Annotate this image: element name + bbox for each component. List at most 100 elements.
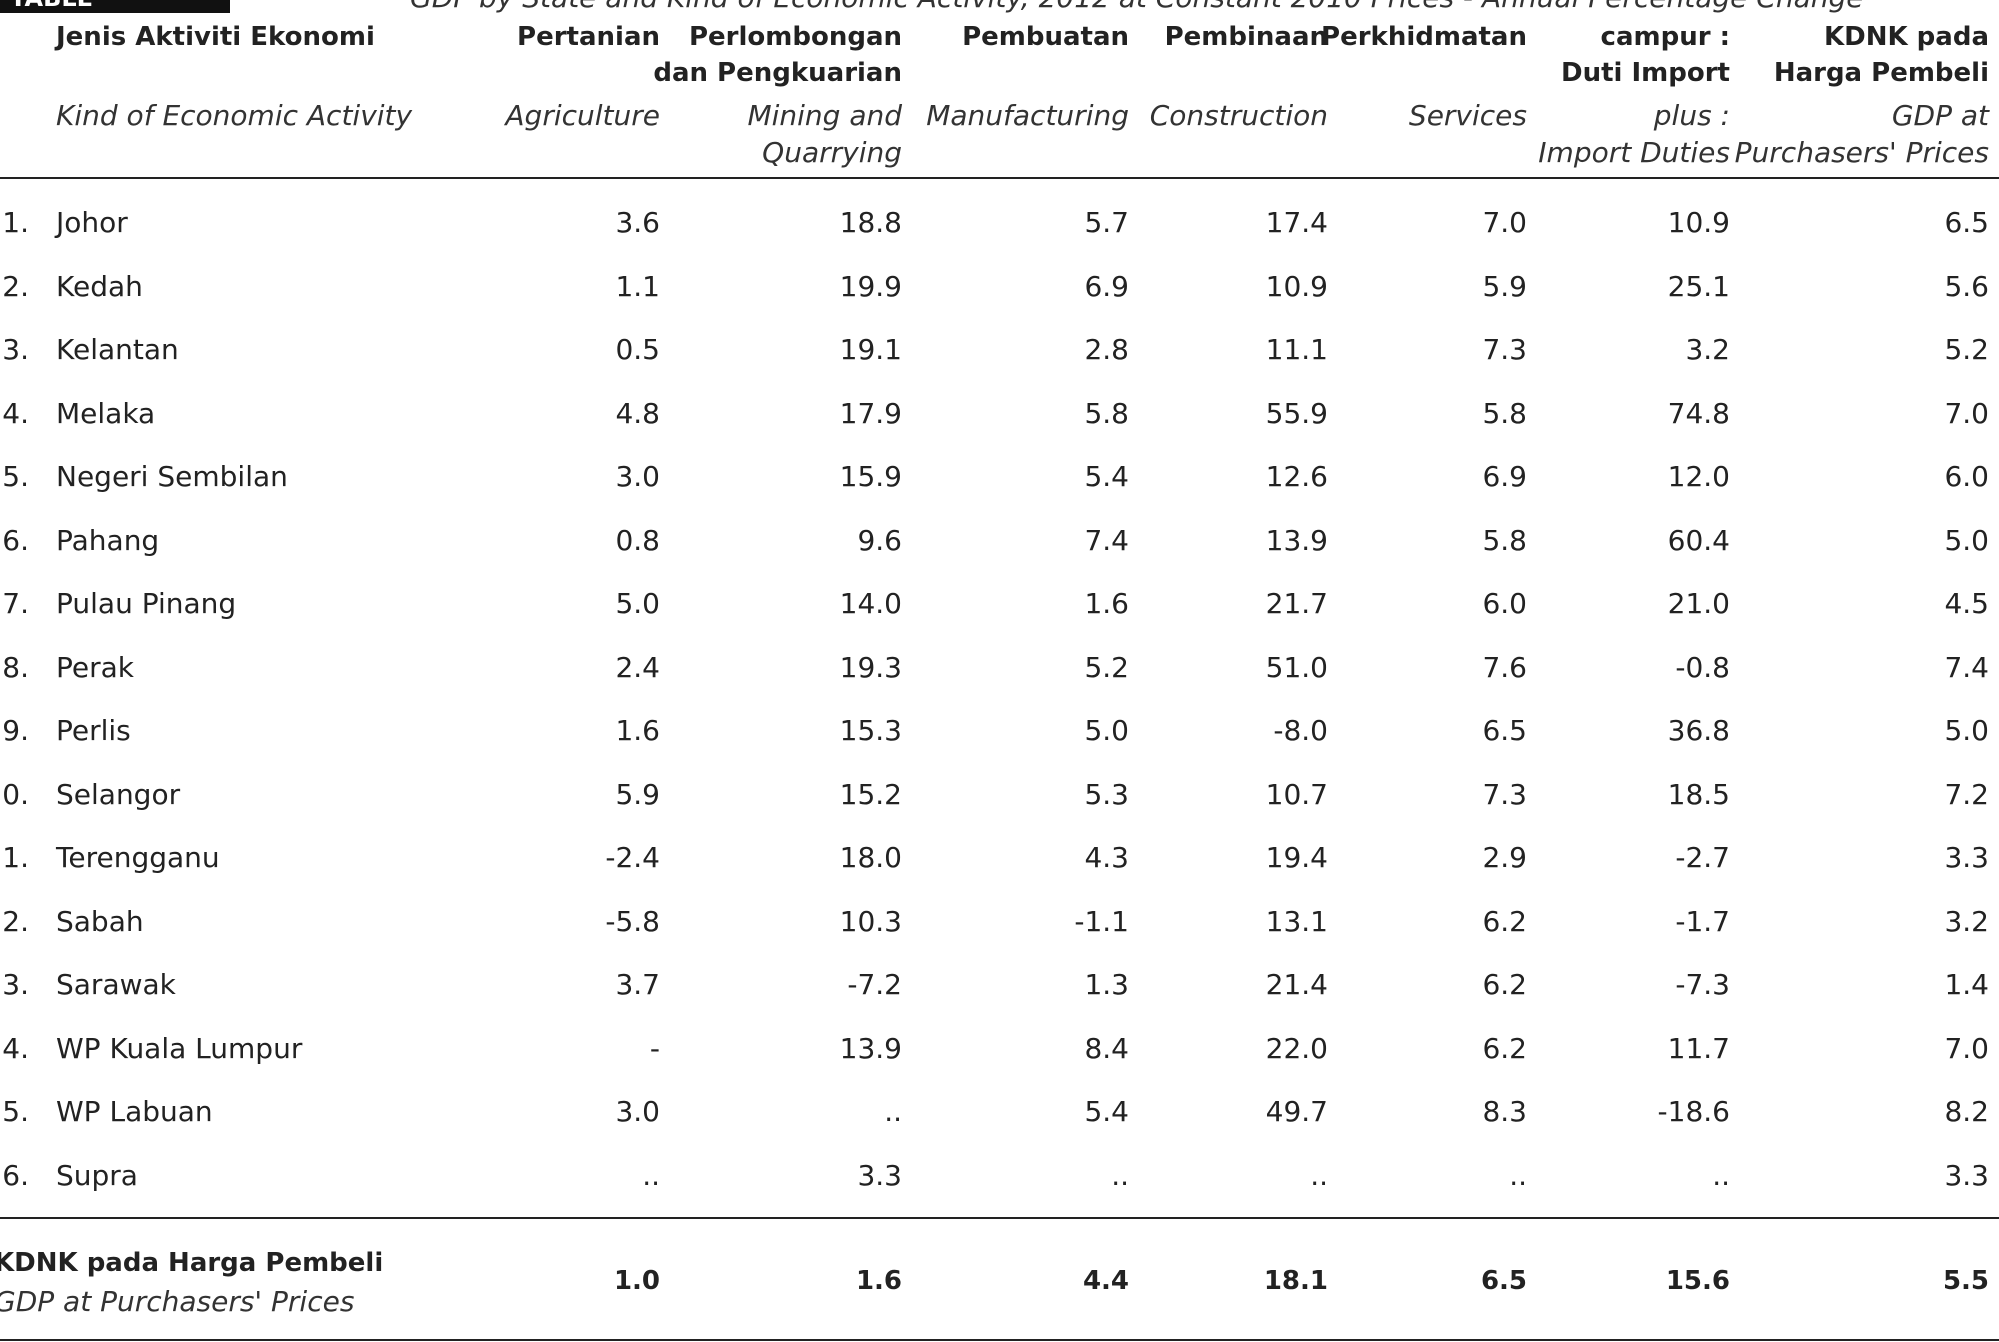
row-label: Pahang <box>56 523 160 557</box>
cell: -5.8 <box>605 904 660 938</box>
cell: 2.8 <box>1084 333 1129 366</box>
cell: 0.5 <box>615 333 660 366</box>
cell: 8.4 <box>1084 1031 1129 1065</box>
column-subheader: Import Duties <box>1538 136 1730 169</box>
cell: 15.2 <box>839 777 902 811</box>
cell: 60.4 <box>1667 523 1730 557</box>
cell: 7.2 <box>1944 777 1989 811</box>
cell: -18.6 <box>1657 1095 1730 1128</box>
total-cell: 18.1 <box>1263 1266 1328 1296</box>
row-label: WP Kuala Lumpur <box>56 1031 303 1065</box>
cell: 3.3 <box>1944 841 1989 874</box>
cell: - <box>649 1031 660 1065</box>
cell: 5.9 <box>1482 269 1527 303</box>
column-header: dan Pengkuarian <box>653 58 902 88</box>
cell: 11.1 <box>1265 333 1328 366</box>
row-label: Terengganu <box>56 841 220 874</box>
bottom-rule <box>0 1339 1999 1341</box>
total-rule <box>0 1217 1999 1219</box>
cell: 10.9 <box>1667 206 1730 239</box>
total-cell: 4.4 <box>1082 1266 1129 1296</box>
cell: 6.2 <box>1482 968 1527 1001</box>
column-header: Harga Pembeli <box>1773 58 1989 88</box>
row-number: 13. <box>0 968 29 1001</box>
cell: 13.9 <box>1265 523 1328 557</box>
cell: 12.0 <box>1667 460 1730 493</box>
cell: -1.1 <box>1074 904 1129 938</box>
cell: 22.0 <box>1265 1031 1328 1065</box>
row-label: Supra <box>56 1158 138 1192</box>
cell: 7.3 <box>1482 333 1527 366</box>
cell: .. <box>1310 1158 1328 1192</box>
cell: 5.0 <box>1944 714 1989 747</box>
column-subheader: Services <box>1408 99 1527 132</box>
cell: 3.3 <box>857 1158 902 1192</box>
row-number: 11. <box>0 841 29 874</box>
column-subheader: Kind of Economic Activity <box>56 99 413 132</box>
cell: 3.0 <box>615 460 660 493</box>
cell: 21.0 <box>1667 587 1730 620</box>
cell: 4.3 <box>1084 841 1129 874</box>
cell: 1.6 <box>1084 587 1129 620</box>
cell: 10.7 <box>1265 777 1328 811</box>
row-label: Perak <box>56 650 134 684</box>
column-subheader: Purchasers' Prices <box>1734 136 1989 169</box>
cell: .. <box>642 1158 660 1192</box>
column-subheader: Agriculture <box>505 99 660 132</box>
cell: 17.9 <box>839 396 902 430</box>
cell: 36.8 <box>1667 714 1730 747</box>
column-subheader: Mining and <box>747 99 902 132</box>
column-subheader: GDP at <box>1891 99 1989 132</box>
row-number: 8. <box>2 650 29 684</box>
column-subheader: Construction <box>1149 99 1328 132</box>
column-header: KDNK pada <box>1823 22 1989 52</box>
cell: -2.7 <box>1675 841 1730 874</box>
cell: 19.1 <box>839 333 902 366</box>
cell: -7.2 <box>847 968 902 1001</box>
cell: 4.5 <box>1944 587 1989 620</box>
cell: 3.2 <box>1685 333 1730 366</box>
column-header: Pembinaan <box>1164 22 1328 52</box>
cell: 1.4 <box>1944 968 1989 1001</box>
cell: 25.1 <box>1667 269 1730 303</box>
cell: 51.0 <box>1265 650 1328 684</box>
cell: 5.7 <box>1084 206 1129 239</box>
row-label: Melaka <box>56 396 156 430</box>
cell: 5.4 <box>1084 1095 1129 1128</box>
cell: 6.9 <box>1482 460 1527 493</box>
cell: 5.3 <box>1084 777 1129 811</box>
column-subheader: Quarrying <box>762 136 902 169</box>
cell: 3.3 <box>1944 1158 1989 1192</box>
table-tag: TABLE <box>0 0 230 13</box>
cell: 18.0 <box>839 841 902 874</box>
cell: 6.2 <box>1482 904 1527 938</box>
cell: 21.4 <box>1265 968 1328 1001</box>
cell: 14.0 <box>839 587 902 620</box>
cell: 5.0 <box>1944 523 1989 557</box>
cell: 5.0 <box>615 587 660 620</box>
cell: 6.0 <box>1944 460 1989 493</box>
cell: 0.8 <box>615 523 660 557</box>
row-number: 14. <box>0 1031 29 1065</box>
row-number: 12. <box>0 904 29 938</box>
column-header: Perkhidmatan <box>1321 22 1527 52</box>
column-subheader: Manufacturing <box>926 99 1129 132</box>
column-header: Perlombongan <box>688 22 902 52</box>
cell: 7.0 <box>1944 1031 1989 1065</box>
row-label: Sabah <box>56 904 144 938</box>
cell: 9.6 <box>857 523 902 557</box>
cell: 15.3 <box>839 714 902 747</box>
cell: 3.6 <box>615 206 660 239</box>
cell: 10.3 <box>839 904 902 938</box>
cell: 21.7 <box>1265 587 1328 620</box>
column-header: Duti Import <box>1561 58 1730 88</box>
cell: 19.4 <box>1265 841 1328 874</box>
cell: 7.6 <box>1482 650 1527 684</box>
cell: 49.7 <box>1265 1095 1328 1128</box>
row-number: 7. <box>2 587 29 620</box>
table-title: GDP by State and Kind of Economic Activi… <box>410 0 1863 12</box>
column-header: Pembuatan <box>962 22 1129 52</box>
row-number: 9. <box>2 714 29 747</box>
cell: 19.3 <box>839 650 902 684</box>
cell: 3.7 <box>615 968 660 1001</box>
